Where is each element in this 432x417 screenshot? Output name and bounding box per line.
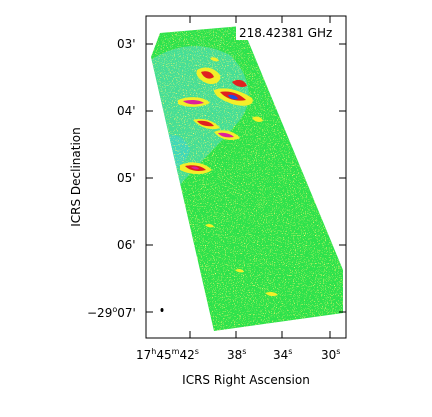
x-axis-label: ICRS Right Ascension	[182, 373, 310, 387]
y-tick-label-1: 03'	[117, 37, 136, 51]
x-tick-label-4: 30s	[321, 347, 340, 362]
y-tick-label-3: 05'	[117, 171, 136, 185]
y-tick-label-5: −29o07'	[87, 305, 136, 320]
y-axis-label: ICRS Declination	[69, 127, 83, 227]
y-tick-label-2: 04'	[117, 104, 136, 118]
emission-features	[178, 57, 278, 297]
x-tick-label-2: 38s	[227, 347, 246, 362]
x-tick-label-1: 17h45m42s	[136, 347, 199, 362]
beam-marker	[160, 308, 164, 312]
y-axis-ticks	[146, 43, 346, 313]
frequency-label: 218.42381 GHz	[239, 26, 332, 40]
frequency-label-box	[236, 26, 340, 40]
y-tick-label-4: 06'	[117, 238, 136, 252]
x-tick-label-3: 34s	[273, 347, 292, 362]
x-axis-ticks	[189, 16, 331, 338]
